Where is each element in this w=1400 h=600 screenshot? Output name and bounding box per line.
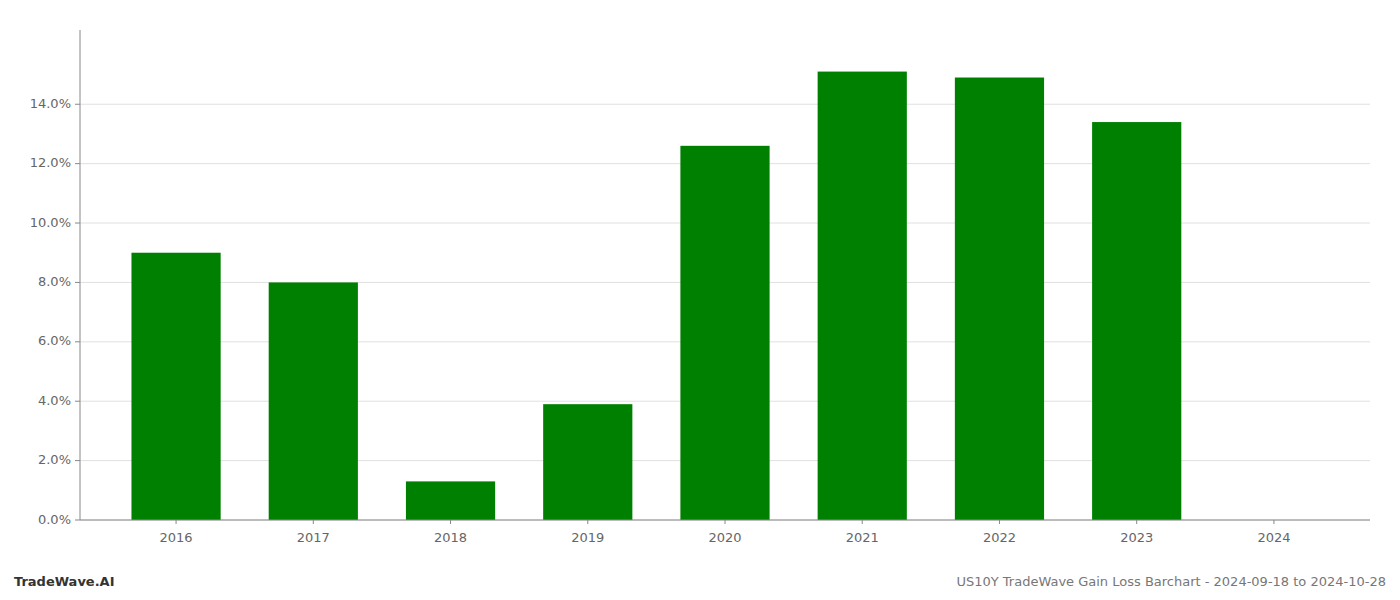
bar [818,72,907,520]
x-tick [725,520,726,524]
y-tick-label: 4.0% [38,393,71,408]
x-tick-label: 2021 [846,530,879,545]
y-tick-label: 0.0% [38,512,71,527]
chart-container: 0.0%2.0%4.0%6.0%8.0%10.0%12.0%14.0%20162… [0,0,1400,600]
bar [406,481,495,520]
footer-right: US10Y TradeWave Gain Loss Barchart - 202… [956,574,1386,589]
y-tick [75,163,80,164]
y-tick [75,282,80,283]
bars [131,72,1181,520]
bar [1092,122,1181,520]
x-tick-label: 2020 [708,530,741,545]
y-tick-label: 2.0% [38,452,71,467]
y-tick [75,223,80,224]
y-tick [75,460,80,461]
x-tick-label: 2017 [297,530,330,545]
y-axis-line [80,30,81,520]
x-tick [450,520,451,524]
x-tick-label: 2018 [434,530,467,545]
y-tick-label: 8.0% [38,274,71,289]
y-tick-label: 14.0% [30,96,71,111]
x-tick [1273,520,1274,524]
y-tick-label: 6.0% [38,333,71,348]
x-tick [176,520,177,524]
y-tick [75,104,80,105]
grid-line [80,520,1370,521]
bar [131,253,220,520]
bar [269,282,358,520]
x-tick-label: 2016 [160,530,193,545]
x-tick-label: 2023 [1120,530,1153,545]
y-tick-label: 10.0% [30,215,71,230]
x-tick-label: 2022 [983,530,1016,545]
bar [680,146,769,520]
bar [955,78,1044,520]
y-grid [80,104,1370,520]
bar [543,404,632,520]
x-axis-line [80,520,1370,521]
y-tick-label: 12.0% [30,155,71,170]
y-tick [75,520,80,521]
x-tick-label: 2024 [1257,530,1290,545]
y-tick [75,341,80,342]
x-tick-label: 2019 [571,530,604,545]
y-axis: 0.0% 2.0% 4.0% 6.0% 8.0% 10.0% 12.0% 14.0% [30,96,80,527]
x-tick [999,520,1000,524]
chart-svg: 0.0%2.0%4.0%6.0%8.0%10.0%12.0%14.0%20162… [0,0,1400,600]
grid-line [80,104,1370,105]
x-tick [587,520,588,524]
x-tick [313,520,314,524]
x-tick [862,520,863,524]
y-tick [75,401,80,402]
footer-left: TradeWave.AI [14,574,115,589]
x-axis: 2016 2017 2018 2019 2020 2021 2022 2023 2024 [160,520,1291,545]
x-tick [1136,520,1137,524]
